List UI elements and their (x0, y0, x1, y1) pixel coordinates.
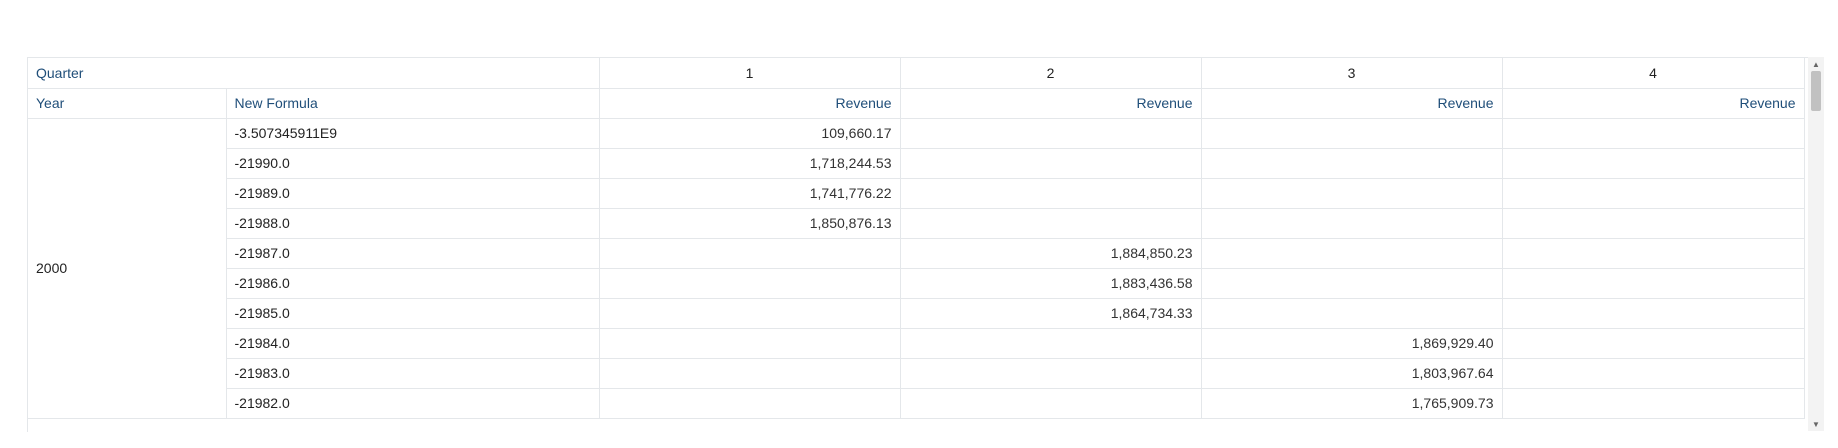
revenue-cell (599, 238, 901, 269)
quarter-2-header: 2 (900, 58, 1202, 89)
revenue-cell (900, 358, 1202, 389)
revenue-cell (599, 328, 901, 359)
revenue-cell (900, 148, 1202, 179)
header-row-quarter: Quarter 1 2 3 4 (28, 58, 1805, 89)
revenue-cell: 1,869,929.40 (1201, 328, 1503, 359)
quarter-3-header: 3 (1201, 58, 1503, 89)
formula-cell: -3.507345911E9 (226, 118, 600, 149)
scroll-thumb[interactable] (1811, 71, 1821, 111)
revenue-header-q2: Revenue (900, 88, 1202, 119)
formula-cell: -21984.0 (226, 328, 600, 359)
new-formula-header: New Formula (226, 88, 600, 119)
quarter-4-header: 4 (1502, 58, 1805, 89)
revenue-cell: 1,765,909.73 (1201, 388, 1503, 419)
revenue-cell (900, 118, 1202, 149)
revenue-cell (1201, 118, 1503, 149)
formula-cell: -21982.0 (226, 388, 600, 419)
revenue-cell (1502, 178, 1805, 209)
year-header: Year (28, 88, 227, 119)
table-row: -21990.0 1,718,244.53 (28, 148, 1805, 179)
revenue-cell (1201, 238, 1503, 269)
table-row: -21982.0 1,765,909.73 (28, 388, 1805, 419)
revenue-cell (1502, 208, 1805, 239)
revenue-cell (599, 268, 901, 299)
revenue-cell (900, 178, 1202, 209)
revenue-cell (1502, 298, 1805, 329)
revenue-cell: 1,884,850.23 (900, 238, 1202, 269)
revenue-cell: 1,883,436.58 (900, 268, 1202, 299)
year-cell: 2000 (28, 118, 227, 419)
revenue-cell (900, 388, 1202, 419)
table-row: -21988.0 1,850,876.13 (28, 208, 1805, 239)
revenue-cell (1502, 358, 1805, 389)
scroll-up-icon[interactable]: ▲ (1812, 59, 1820, 69)
table-row: -21984.0 1,869,929.40 (28, 328, 1805, 359)
table-row: -21985.0 1,864,734.33 (28, 298, 1805, 329)
quarter-header: Quarter (28, 58, 600, 89)
revenue-cell: 1,864,734.33 (900, 298, 1202, 329)
revenue-cell: 109,660.17 (599, 118, 901, 149)
revenue-header-q4: Revenue (1502, 88, 1805, 119)
revenue-cell (1201, 268, 1503, 299)
revenue-cell: 1,741,776.22 (599, 178, 901, 209)
formula-cell: -21990.0 (226, 148, 600, 179)
formula-cell: -21989.0 (226, 178, 600, 209)
revenue-cell (1201, 148, 1503, 179)
revenue-cell: 1,803,967.64 (1201, 358, 1503, 389)
revenue-cell (1502, 238, 1805, 269)
table-row: -21989.0 1,741,776.22 (28, 178, 1805, 209)
formula-cell: -21985.0 (226, 298, 600, 329)
scroll-down-icon[interactable]: ▼ (1812, 419, 1820, 429)
revenue-cell (1201, 298, 1503, 329)
revenue-cell (1502, 328, 1805, 359)
vertical-scrollbar[interactable]: ▲ ▼ (1808, 57, 1824, 431)
revenue-cell (1502, 268, 1805, 299)
table-row: -21987.0 1,884,850.23 (28, 238, 1805, 269)
table-row: -21986.0 1,883,436.58 (28, 268, 1805, 299)
pivot-table: Quarter 1 2 3 4 Year New Formula Revenue… (27, 57, 1809, 432)
revenue-cell (900, 208, 1202, 239)
formula-cell: -21986.0 (226, 268, 600, 299)
quarter-1-header: 1 (599, 58, 901, 89)
revenue-cell (1502, 388, 1805, 419)
formula-cell: -21987.0 (226, 238, 600, 269)
revenue-cell (599, 388, 901, 419)
table-row: -21983.0 1,803,967.64 (28, 358, 1805, 389)
header-row-measures: Year New Formula Revenue Revenue Revenue… (28, 88, 1805, 119)
revenue-cell (1502, 118, 1805, 149)
revenue-header-q3: Revenue (1201, 88, 1503, 119)
revenue-cell (900, 328, 1202, 359)
table-row: 2000 -3.507345911E9 109,660.17 (28, 118, 1805, 419)
revenue-cell (1201, 208, 1503, 239)
revenue-cell (1201, 178, 1503, 209)
revenue-cell: 1,718,244.53 (599, 148, 901, 179)
formula-cell: -21988.0 (226, 208, 600, 239)
revenue-header-q1: Revenue (599, 88, 901, 119)
revenue-cell: 1,850,876.13 (599, 208, 901, 239)
revenue-cell (599, 358, 901, 389)
revenue-cell (599, 298, 901, 329)
formula-cell: -21983.0 (226, 358, 600, 389)
revenue-cell (1502, 148, 1805, 179)
